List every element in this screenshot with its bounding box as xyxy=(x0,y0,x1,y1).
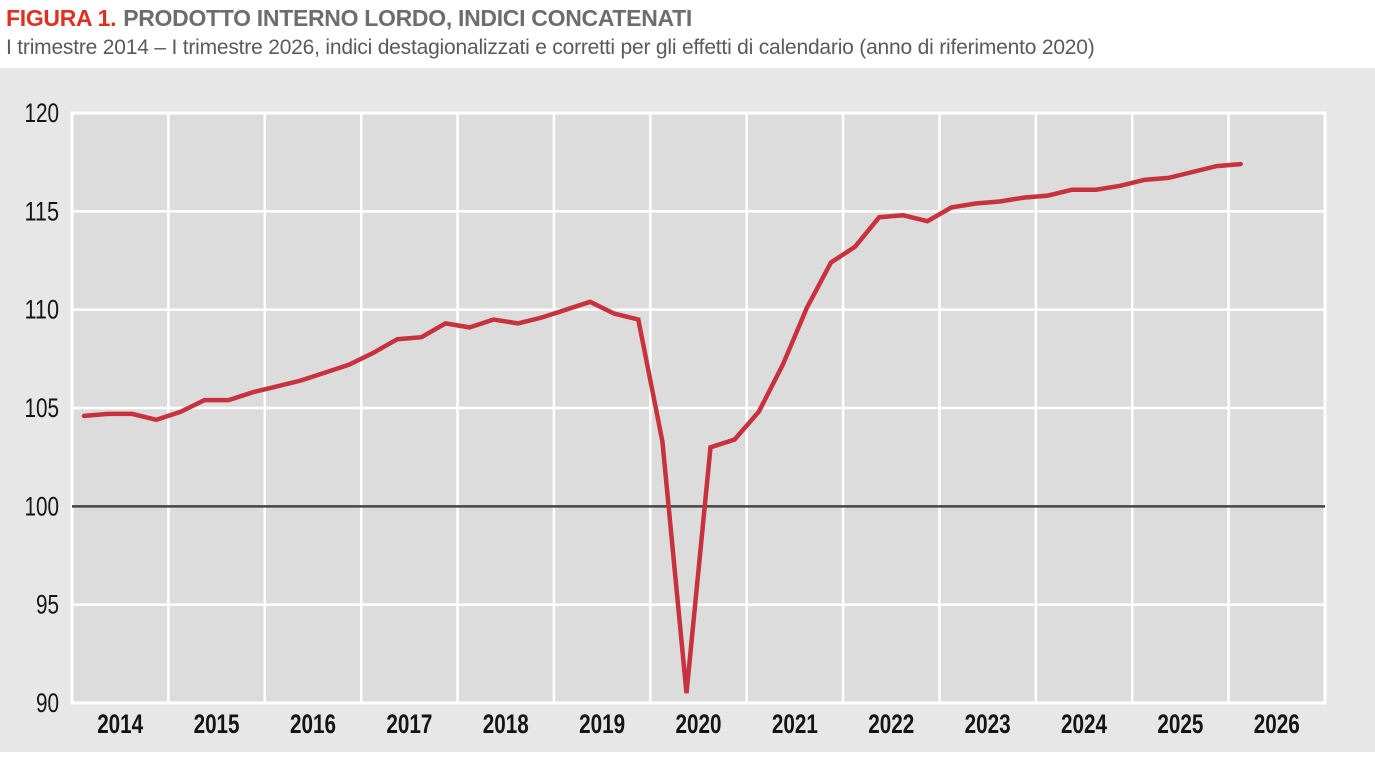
x-tick-label: 2023 xyxy=(965,709,1011,739)
y-tick-label: 90 xyxy=(36,688,59,718)
x-tick-label: 2018 xyxy=(483,709,529,739)
figure-subtitle: I trimestre 2014 – I trimestre 2026, ind… xyxy=(6,36,1095,59)
x-tick-label: 2026 xyxy=(1254,709,1300,739)
x-tick-label: 2020 xyxy=(676,709,722,739)
gdp-series-line xyxy=(81,161,1243,694)
x-tick-label: 2021 xyxy=(772,709,818,739)
figure-title-row: FIGURA 1. PRODOTTO INTERNO LORDO, INDICI … xyxy=(6,5,692,32)
x-tick-label: 2015 xyxy=(194,709,240,739)
x-tick-label: 2024 xyxy=(1061,709,1107,739)
figure-label: FIGURA 1. xyxy=(6,5,117,31)
y-tick-label: 105 xyxy=(25,393,60,423)
x-tick-label: 2022 xyxy=(868,709,914,739)
x-tick-label: 2019 xyxy=(579,709,625,739)
y-tick-label: 120 xyxy=(25,98,60,128)
x-tick-label: 2016 xyxy=(290,709,336,739)
figure-title: PRODOTTO INTERNO LORDO, INDICI CONCATENA… xyxy=(123,5,692,31)
chart-panel: 90 95 100 105 110 115 120 2014 2015 2016 2017 2018 2… xyxy=(0,68,1375,752)
gdp-line-chart: 90 95 100 105 110 115 120 2014 2015 2016 2017 2018 2… xyxy=(25,98,1327,739)
y-tick-label: 115 xyxy=(25,196,60,226)
y-tick-label: 110 xyxy=(25,295,60,325)
x-tick-label: 2017 xyxy=(386,709,432,739)
y-tick-label: 95 xyxy=(36,590,59,620)
x-tick-label: 2014 xyxy=(97,709,143,739)
x-tick-label: 2025 xyxy=(1157,709,1203,739)
y-tick-label: 100 xyxy=(25,491,60,521)
